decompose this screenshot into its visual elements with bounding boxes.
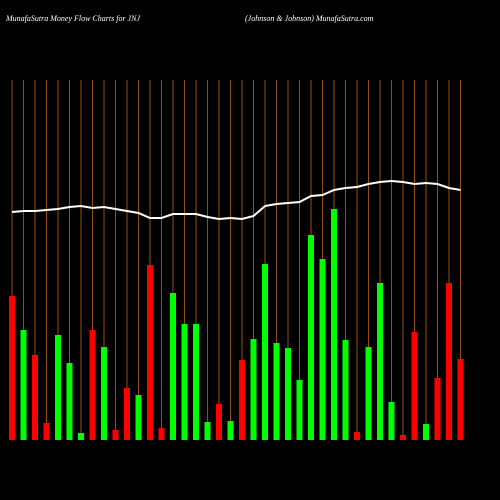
bar bbox=[216, 404, 222, 440]
bar bbox=[365, 347, 372, 440]
bar bbox=[308, 235, 314, 440]
bar bbox=[250, 339, 257, 440]
bar bbox=[112, 430, 119, 440]
bar bbox=[285, 348, 291, 440]
bar bbox=[204, 422, 211, 440]
bar bbox=[147, 265, 153, 440]
chart-subtitle: (Johnson & Johnson) MunafaSutra.com bbox=[245, 14, 374, 23]
price-line bbox=[11, 179, 461, 221]
bar bbox=[354, 432, 360, 440]
bar bbox=[227, 421, 234, 440]
bar bbox=[32, 355, 38, 440]
bar bbox=[158, 428, 165, 440]
bar bbox=[193, 324, 199, 440]
bar bbox=[239, 360, 245, 440]
bar bbox=[434, 378, 441, 440]
bar bbox=[342, 340, 349, 440]
bar bbox=[319, 259, 326, 440]
bar bbox=[170, 293, 176, 440]
bar bbox=[78, 433, 84, 440]
bar bbox=[446, 283, 452, 440]
bar bbox=[89, 330, 96, 440]
bar bbox=[388, 402, 395, 440]
bar bbox=[101, 347, 107, 440]
bar bbox=[296, 380, 303, 440]
bar bbox=[423, 424, 429, 440]
bar bbox=[66, 363, 73, 440]
bar bbox=[20, 330, 27, 440]
bar bbox=[43, 423, 50, 440]
bar bbox=[411, 332, 418, 440]
bar bbox=[400, 435, 406, 440]
bar bbox=[135, 395, 142, 440]
bar bbox=[55, 335, 61, 440]
bar bbox=[457, 359, 464, 440]
bar bbox=[9, 296, 15, 440]
bar bbox=[262, 264, 268, 440]
bar bbox=[124, 388, 130, 440]
bar bbox=[181, 324, 188, 440]
bar bbox=[273, 343, 280, 440]
bar bbox=[377, 283, 383, 440]
chart-title: MunafaSutra Money Flow Charts for JNJ bbox=[5, 14, 140, 23]
bar bbox=[331, 209, 337, 440]
